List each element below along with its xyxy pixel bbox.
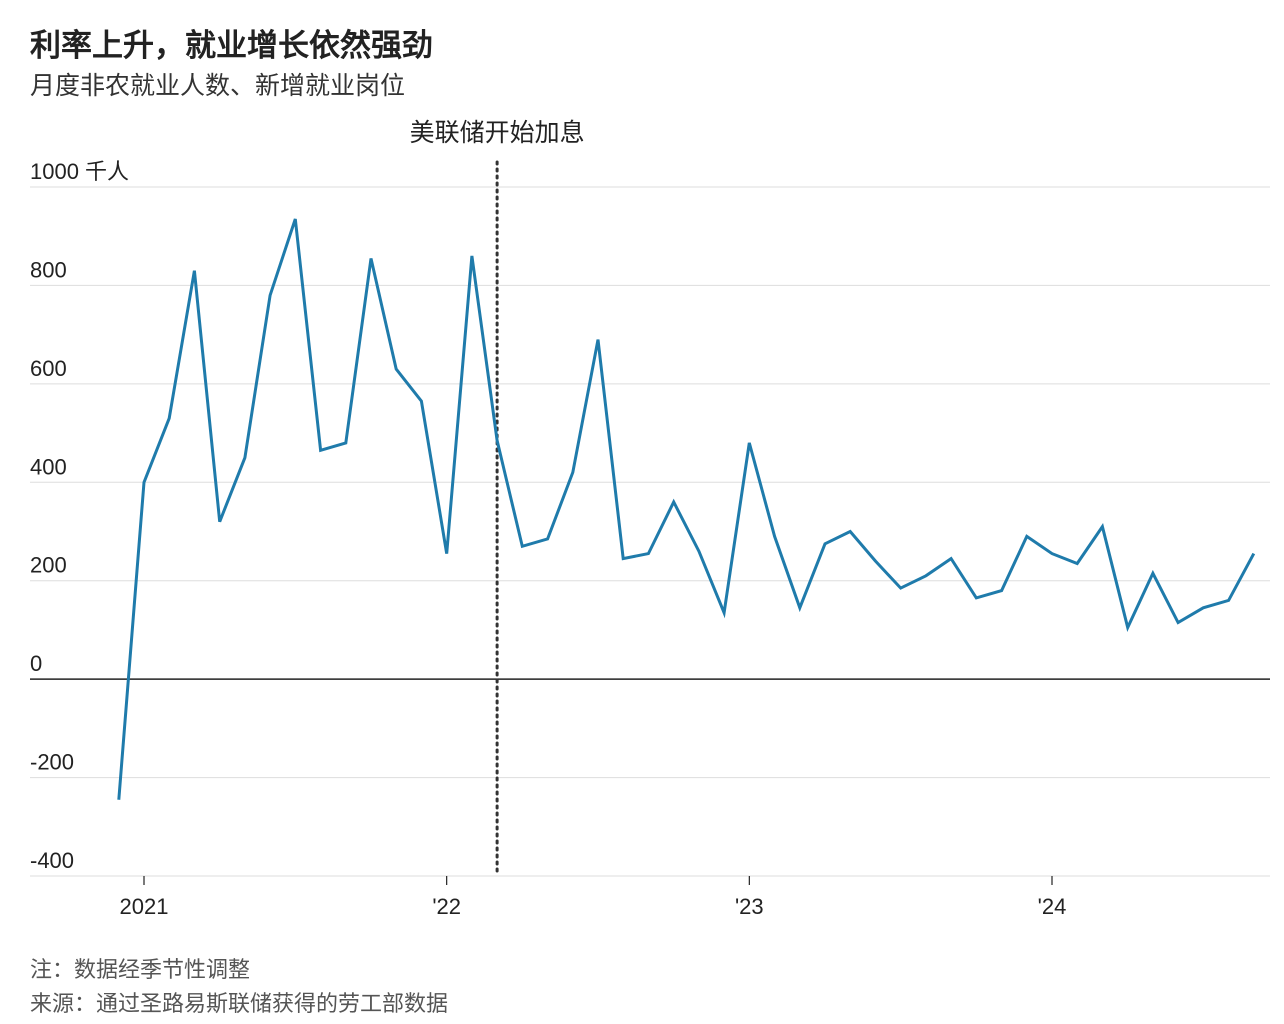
y-tick-label: 600 xyxy=(30,356,67,381)
series-line-payrolls xyxy=(117,218,1256,800)
x-tick-label: '24 xyxy=(1038,894,1067,919)
source-note: 来源：通过圣路易斯联储获得的劳工部数据 xyxy=(30,992,449,1017)
y-tick-label: 800 xyxy=(30,257,67,282)
rate-hike-label: 美联储开始加息 xyxy=(410,118,585,147)
series-layer xyxy=(117,218,1256,800)
y-tick-label: -200 xyxy=(30,750,74,775)
x-tick-label: '22 xyxy=(432,894,461,919)
y-tick-label: -400 xyxy=(30,848,74,873)
y-tick-label: 1000 千人 xyxy=(30,159,129,184)
chart-title: 利率上升，就业增长依然强劲 xyxy=(30,28,433,64)
grid-layer xyxy=(30,186,1270,877)
x-tick-label: '23 xyxy=(735,894,764,919)
y-tick-label: 200 xyxy=(30,553,67,578)
x-tick-label: 2021 xyxy=(120,894,169,919)
chart-subtitle: 月度非农就业人数、新增就业岗位 xyxy=(30,71,406,100)
annotation-layer: 美联储开始加息 xyxy=(410,118,585,874)
footnote: 注：数据经季节性调整 xyxy=(30,958,251,983)
axis-layer: -400 -200 0 200 400 600 800 1000 千人 2021 '22 '23 '2… xyxy=(30,159,1066,919)
y-tick-label: 400 xyxy=(30,454,67,479)
y-tick-label: 0 xyxy=(30,651,42,676)
